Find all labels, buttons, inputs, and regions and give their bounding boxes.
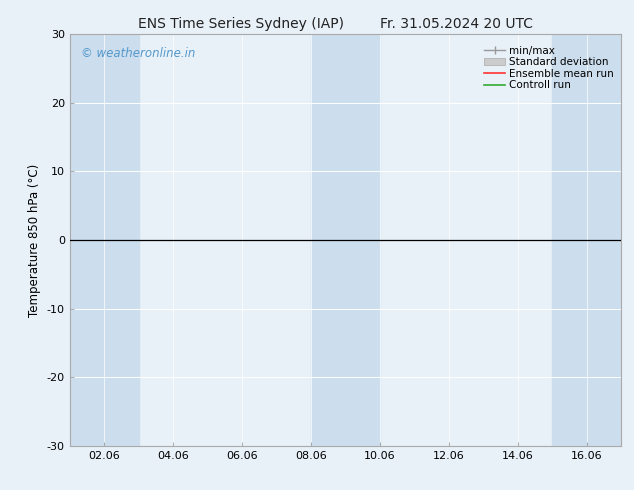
Y-axis label: Temperature 850 hPa (°C): Temperature 850 hPa (°C)	[28, 164, 41, 317]
Text: © weatheronline.in: © weatheronline.in	[81, 47, 195, 60]
Bar	[552, 34, 621, 446]
Bar	[70, 34, 139, 446]
Text: Fr. 31.05.2024 20 UTC: Fr. 31.05.2024 20 UTC	[380, 17, 533, 31]
Legend: min/max, Standard deviation, Ensemble mean run, Controll run: min/max, Standard deviation, Ensemble me…	[482, 44, 616, 93]
Bar	[311, 34, 380, 446]
Text: ENS Time Series Sydney (IAP): ENS Time Series Sydney (IAP)	[138, 17, 344, 31]
